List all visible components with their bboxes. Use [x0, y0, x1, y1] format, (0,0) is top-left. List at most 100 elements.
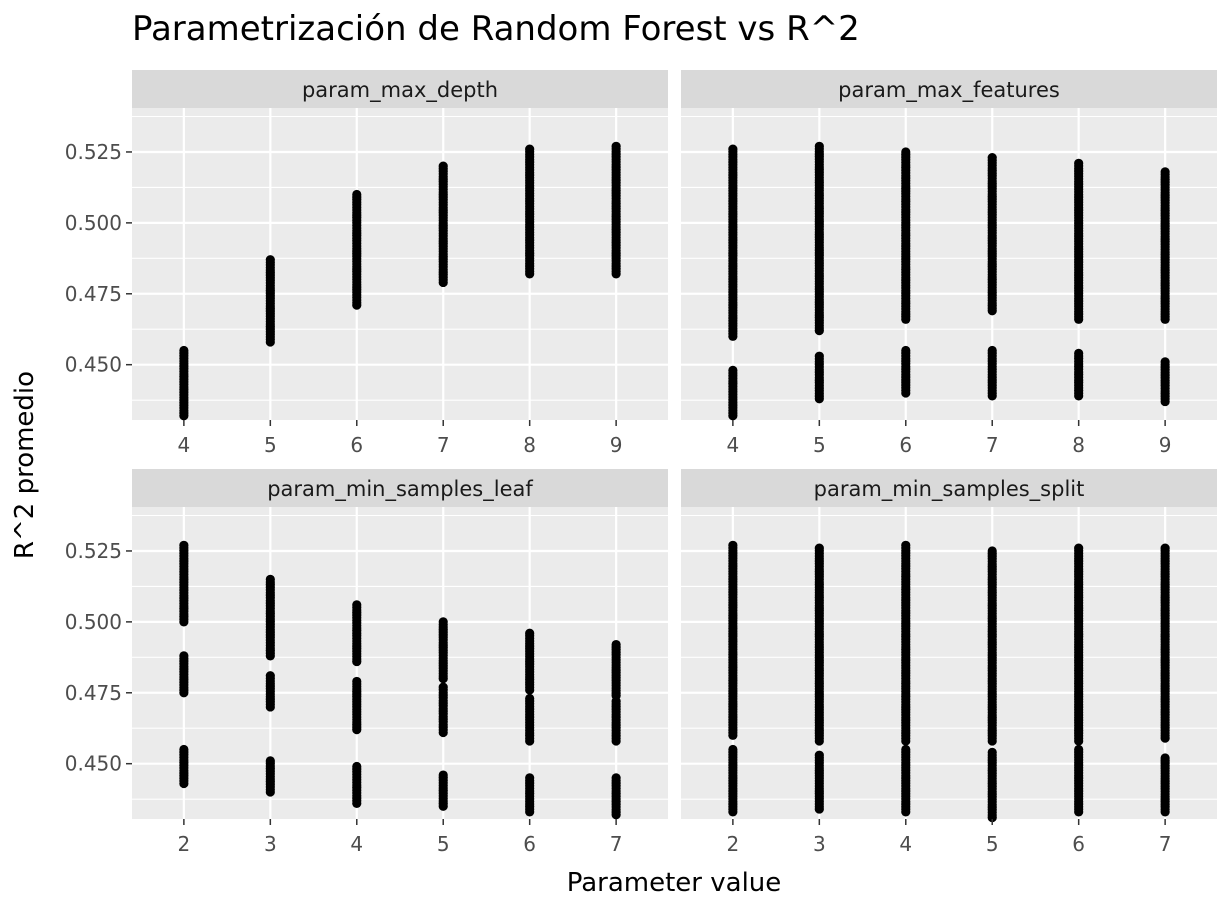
data-point [265, 651, 275, 661]
x-tick-label: 7 [610, 832, 623, 856]
data-point [728, 807, 738, 817]
data-point [438, 277, 448, 288]
x-tick-label: 8 [1072, 433, 1085, 457]
data-point [525, 685, 535, 695]
facet-strip [681, 70, 1217, 108]
x-tick-label: 2 [727, 832, 740, 856]
data-point [179, 411, 189, 421]
x-tick-label: 7 [437, 433, 450, 457]
x-tick-label: 7 [1159, 832, 1172, 856]
facet-strip-label: param_min_samples_leaf [267, 477, 533, 502]
data-point [1160, 314, 1170, 324]
facet-strip [132, 469, 668, 507]
x-tick-label: 2 [178, 832, 191, 856]
data-point [987, 391, 997, 401]
data-point [352, 656, 362, 667]
data-point [265, 787, 275, 797]
data-point [179, 688, 189, 698]
panel-background [681, 108, 1217, 420]
x-tick-label: 6 [350, 433, 363, 457]
data-point [179, 617, 189, 627]
data-point [352, 798, 362, 809]
facet-panel-param_min_samples_leaf: param_min_samples_leaf 2 3 4 5 6 7 0.450 0.475 0.… [65, 469, 668, 856]
x-axis-title: Parameter value [567, 868, 782, 898]
x-tick-label: 9 [1159, 433, 1172, 457]
data-point [728, 331, 738, 341]
data-point [1074, 314, 1084, 324]
x-tick-label: 9 [610, 433, 623, 457]
data-point [728, 730, 738, 740]
data-point [1074, 807, 1084, 817]
data-point [1074, 391, 1084, 401]
y-tick-label: 0.450 [65, 353, 122, 377]
data-point [525, 269, 535, 279]
x-tick-label: 5 [986, 832, 999, 856]
data-point [352, 300, 362, 310]
data-point [525, 807, 535, 817]
data-point [438, 674, 448, 684]
panel-background [132, 507, 668, 819]
x-tick-label: 4 [727, 433, 740, 457]
data-point [901, 388, 911, 398]
data-point [1160, 807, 1170, 817]
data-point [814, 394, 824, 404]
x-tick-label: 6 [523, 832, 536, 856]
facet-strip-label: param_max_depth [302, 78, 498, 103]
chart-title: Parametrización de Random Forest vs R^2 [132, 9, 860, 49]
facet-panel-param_min_samples_split: param_min_samples_split 2 3 4 5 6 7 [681, 469, 1217, 856]
facet-strip-label: param_min_samples_split [814, 477, 1085, 502]
data-point [728, 411, 738, 421]
data-point [352, 725, 362, 735]
data-point [901, 736, 911, 746]
data-point [1160, 733, 1170, 743]
facet-strip [132, 70, 668, 108]
x-tick-label: 5 [437, 832, 450, 856]
data-point [814, 804, 824, 814]
y-tick-label: 0.475 [65, 681, 122, 705]
data-point [179, 778, 189, 789]
data-point [265, 702, 275, 712]
y-tick-label: 0.450 [65, 752, 122, 776]
facet-panel-param_max_features: param_max_features 4 5 6 7 8 9 [681, 70, 1217, 457]
data-point [814, 326, 824, 336]
facet-panel-param_max_depth: param_max_depth 4 5 6 7 8 9 0.450 0.475 0.500 0.52… [65, 70, 668, 457]
x-tick-label: 6 [899, 433, 912, 457]
x-tick-label: 7 [986, 433, 999, 457]
data-point [987, 812, 997, 823]
panel-background [132, 108, 668, 420]
data-point [987, 306, 997, 316]
data-point [901, 314, 911, 324]
data-point [987, 736, 997, 746]
x-tick-label: 4 [350, 832, 363, 856]
data-point [438, 727, 448, 738]
data-point [611, 691, 621, 701]
facet-strip-label: param_max_features [838, 78, 1060, 103]
x-tick-label: 5 [264, 433, 277, 457]
y-axis-title: R^2 promedio [10, 371, 40, 559]
y-tick-label: 0.500 [65, 211, 122, 235]
x-tick-label: 5 [813, 433, 826, 457]
x-tick-label: 8 [523, 433, 536, 457]
data-point [438, 801, 448, 811]
data-point [611, 269, 621, 279]
y-tick-label: 0.525 [65, 539, 122, 563]
x-tick-label: 3 [264, 832, 277, 856]
data-point [265, 337, 275, 347]
data-point [814, 736, 824, 746]
data-point [901, 807, 911, 817]
x-tick-label: 4 [899, 832, 912, 856]
x-tick-label: 3 [813, 832, 826, 856]
data-point [1074, 736, 1084, 746]
data-point [525, 736, 535, 746]
panel-background [681, 507, 1217, 819]
x-tick-label: 4 [178, 433, 191, 457]
facet-strip [681, 469, 1217, 507]
x-tick-label: 6 [1072, 832, 1085, 856]
y-tick-label: 0.525 [65, 140, 122, 164]
y-tick-label: 0.475 [65, 282, 122, 306]
data-point [1160, 396, 1170, 407]
y-tick-label: 0.500 [65, 610, 122, 634]
facets-layer: param_max_depth 4 5 6 7 8 9 0.450 0.475 0.500 0.52… [65, 70, 1217, 856]
